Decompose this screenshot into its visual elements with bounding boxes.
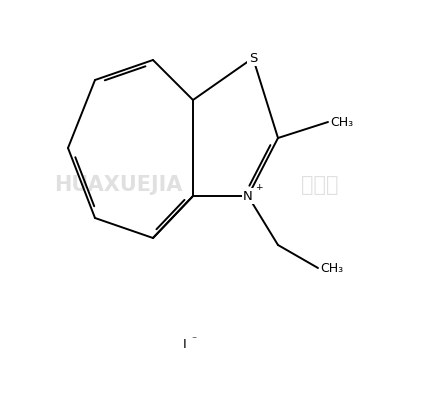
Text: I: I	[183, 339, 187, 351]
Text: 化学加: 化学加	[301, 175, 339, 195]
Text: CH₃: CH₃	[320, 262, 343, 274]
Text: CH₃: CH₃	[330, 116, 353, 129]
Text: HUAXUEJIA: HUAXUEJIA	[54, 175, 182, 195]
Text: N: N	[243, 189, 253, 202]
Text: ⁻: ⁻	[191, 335, 196, 345]
Text: +: +	[255, 183, 263, 192]
Text: S: S	[249, 52, 257, 64]
